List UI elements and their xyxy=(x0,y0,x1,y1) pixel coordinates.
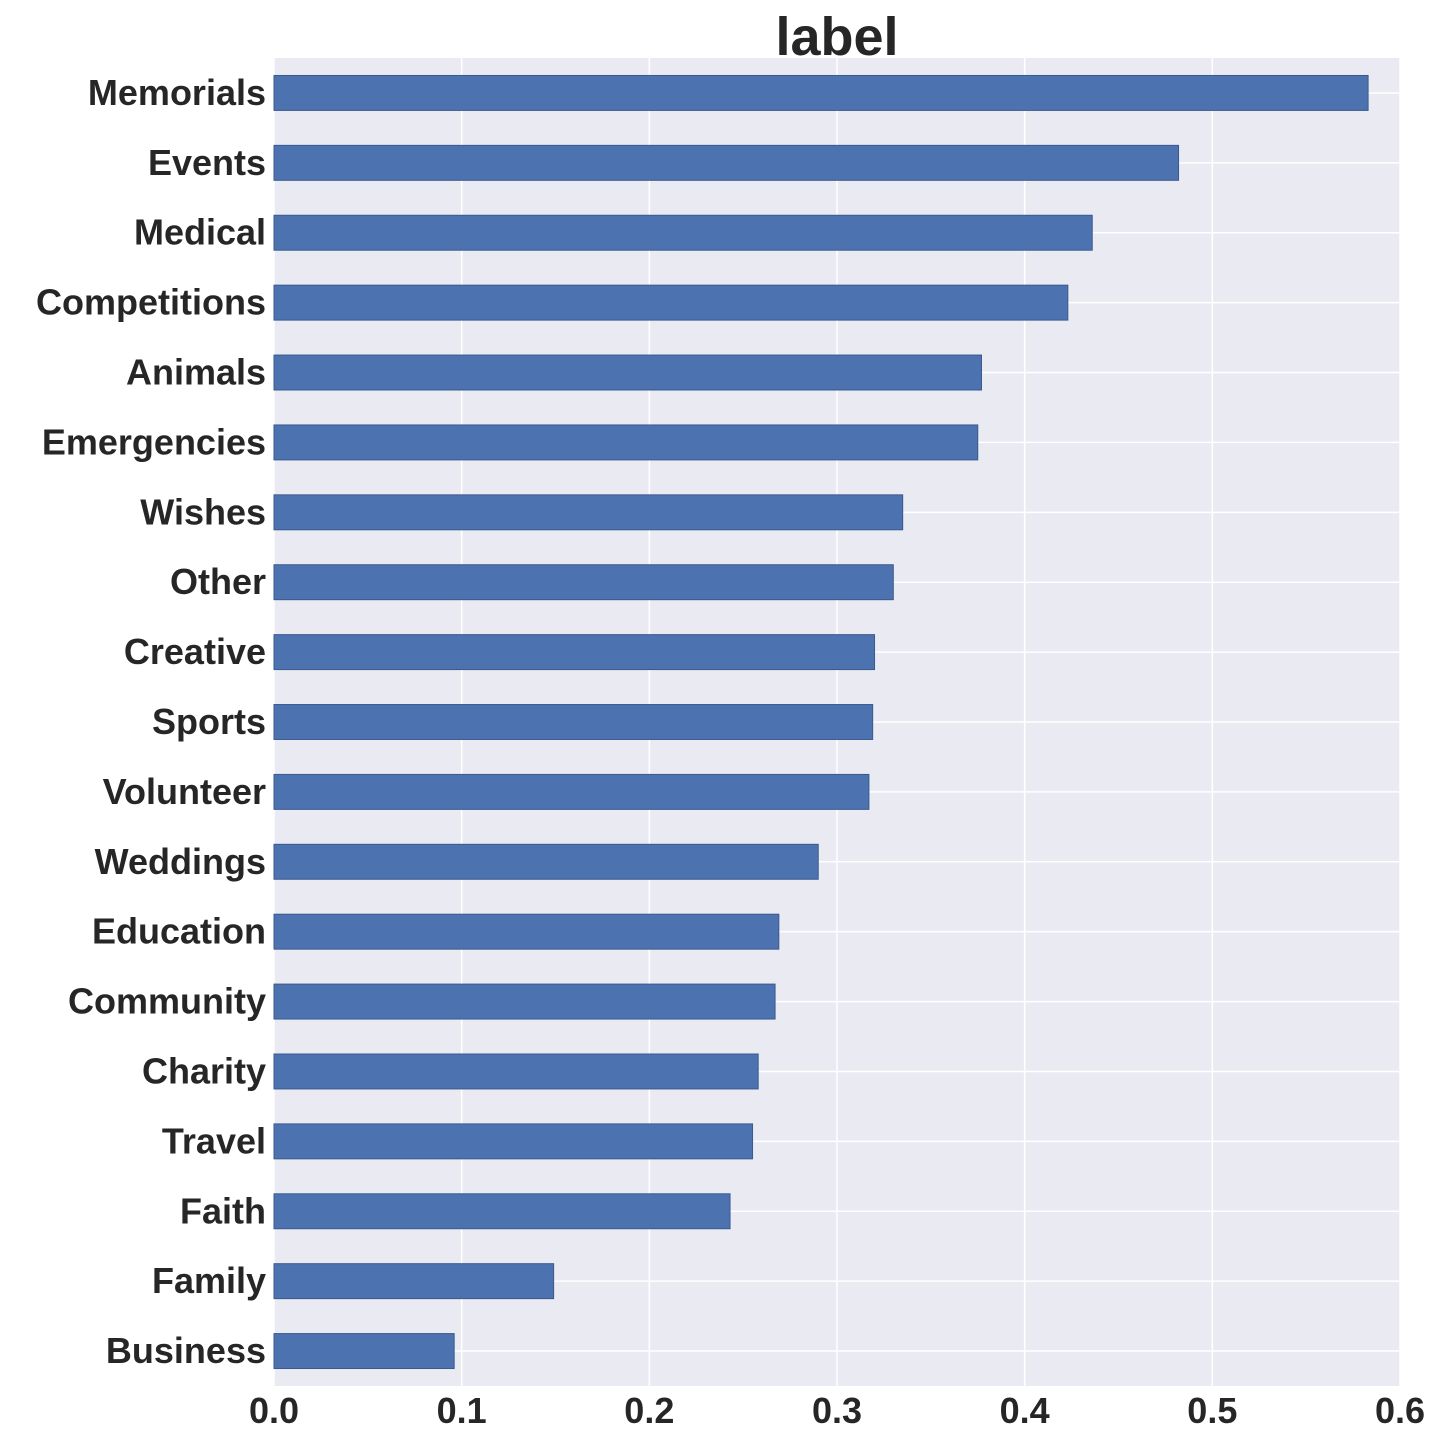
bar-weddings xyxy=(273,843,819,880)
bar-medical xyxy=(273,214,1093,251)
bar-wishes xyxy=(273,494,904,531)
y-tick-label: Animals xyxy=(126,352,266,393)
x-tick-label: 0.3 xyxy=(812,1390,862,1431)
bar-family xyxy=(273,1263,555,1300)
bar-competitions xyxy=(273,284,1069,321)
bar-education xyxy=(273,913,780,950)
y-tick-label: Events xyxy=(148,142,266,183)
x-tick-label: 0.5 xyxy=(1187,1390,1237,1431)
bar-sports xyxy=(273,704,874,740)
bar-emergencies xyxy=(273,424,979,461)
x-tick-label: 0.1 xyxy=(437,1390,487,1431)
y-tick-label: Business xyxy=(106,1330,266,1371)
bar-community xyxy=(273,983,776,1020)
y-tick-label: Emergencies xyxy=(42,421,266,462)
bar-business xyxy=(273,1333,455,1370)
bar-events xyxy=(273,144,1180,181)
x-axis-tick-labels: 0.0 0.1 0.2 0.3 0.4 0.5 0.6 xyxy=(249,1390,1425,1431)
x-tick-label: 0.0 xyxy=(249,1390,299,1431)
y-tick-label: Competitions xyxy=(36,282,266,323)
y-tick-label: Weddings xyxy=(95,841,266,882)
y-tick-label: Other xyxy=(170,561,266,602)
bar-memorials xyxy=(273,74,1369,111)
x-tick-label: 0.4 xyxy=(1000,1390,1050,1431)
bar-animals xyxy=(273,354,983,391)
x-tick-label: 0.6 xyxy=(1375,1390,1425,1431)
y-tick-label: Wishes xyxy=(140,491,266,532)
y-tick-label: Charity xyxy=(142,1050,266,1091)
y-tick-label: Education xyxy=(92,911,266,952)
y-tick-label: Medical xyxy=(134,212,266,253)
y-tick-label: Creative xyxy=(124,631,266,672)
bars xyxy=(273,74,1369,1370)
y-tick-label: Family xyxy=(152,1260,266,1301)
bar-creative xyxy=(273,634,876,671)
y-tick-label: Sports xyxy=(152,701,266,742)
y-tick-label: Memorials xyxy=(88,72,266,113)
chart-title: label xyxy=(775,7,898,67)
bar-faith xyxy=(273,1193,731,1230)
y-tick-label: Faith xyxy=(180,1190,266,1231)
bar-charity xyxy=(273,1053,759,1090)
bar-volunteer xyxy=(273,773,870,810)
y-tick-label: Community xyxy=(68,981,266,1022)
y-tick-label: Volunteer xyxy=(103,771,266,812)
bar-travel xyxy=(273,1123,754,1160)
bar-other xyxy=(273,564,894,601)
y-axis-labels: Memorials Events Medical Competitions Animal… xyxy=(36,72,266,1371)
y-tick-label: Travel xyxy=(162,1120,266,1161)
x-tick-label: 0.2 xyxy=(624,1390,674,1431)
